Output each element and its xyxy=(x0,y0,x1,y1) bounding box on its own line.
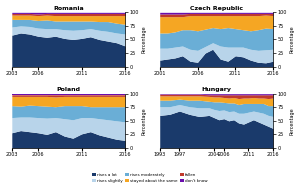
Y-axis label: Percentage: Percentage xyxy=(142,26,146,53)
Title: Poland: Poland xyxy=(56,87,80,92)
Y-axis label: Percentage: Percentage xyxy=(290,107,294,135)
Title: Czech Republic: Czech Republic xyxy=(190,6,243,10)
Legend: rises a lot, rises slightly, rises moderately, stayed about the same, fallen, do: rises a lot, rises slightly, rises moder… xyxy=(90,171,210,185)
Title: Hungary: Hungary xyxy=(201,87,231,92)
Y-axis label: Percentage: Percentage xyxy=(142,107,146,135)
Y-axis label: Percentage: Percentage xyxy=(290,26,294,53)
Title: Romania: Romania xyxy=(53,6,84,10)
